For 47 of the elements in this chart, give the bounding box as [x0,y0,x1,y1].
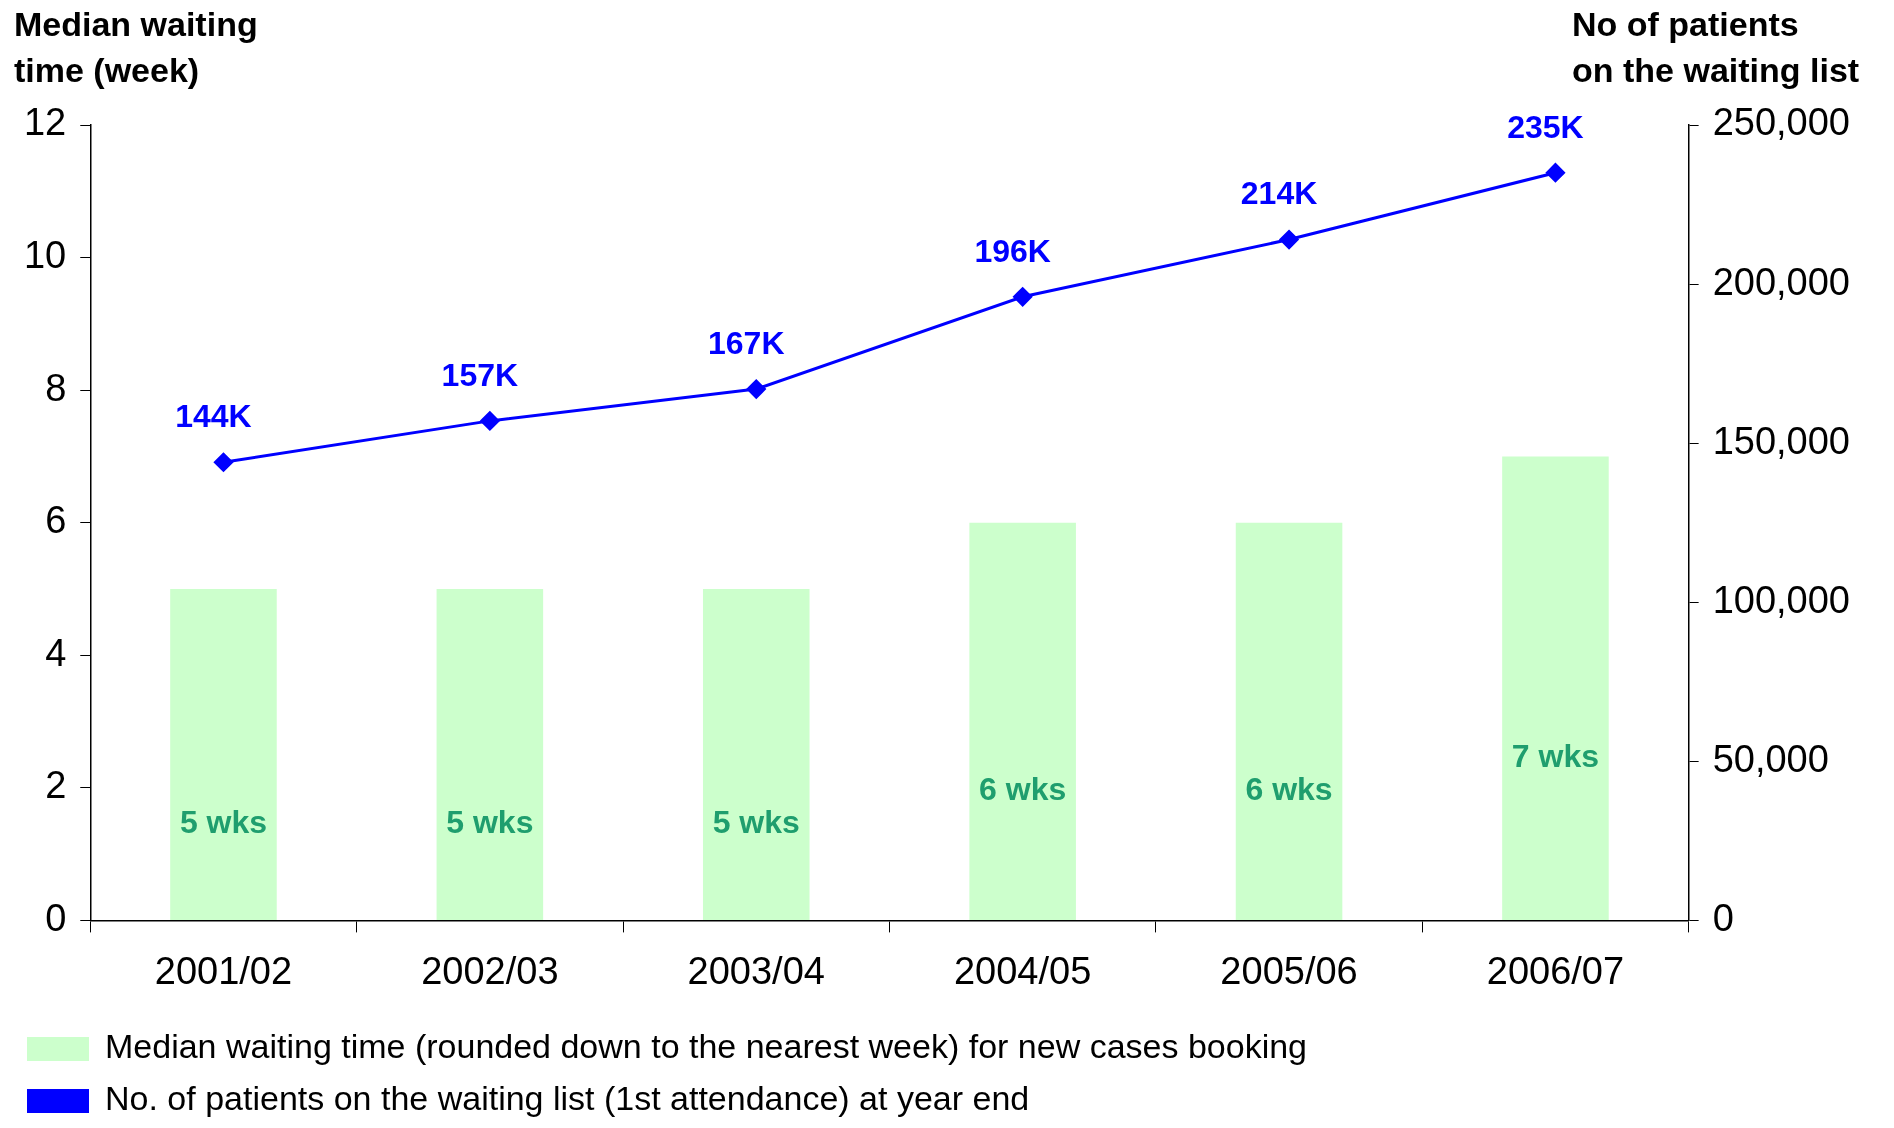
point [746,379,766,399]
y-tick-label: 8 [45,366,67,409]
y-tick-label: 6 [45,499,67,542]
data-label: 214K [1240,175,1318,212]
data-label: 5 wks [179,804,268,841]
data-label: 6 wks [1245,771,1333,808]
point [1279,230,1299,250]
x-tick-label: 2003/04 [687,949,825,992]
y2-tick-label: 200,000 [1712,260,1851,303]
y-tick-label: 0 [45,896,67,939]
x-tick-label: 2002/03 [421,949,559,992]
legend-label: No. of patients on the waiting list (1st attendance) at year end [105,1079,1030,1118]
y2-tick-label: 250,000 [1712,101,1851,144]
data-label: 7 wks [1511,737,1600,774]
data-label: 196K [974,232,1051,269]
legend-label: Median waiting time (rounded down to the nearest week) for new cases booking [105,1027,1308,1066]
data-label: 144K [175,398,252,435]
x-tick-label: 2005/06 [1220,949,1358,992]
data-label: 235K [1507,108,1584,145]
bar [170,588,277,920]
point [213,452,233,472]
point [1013,287,1033,307]
bar [969,522,1076,920]
x-tick-label: 2001/02 [154,949,293,992]
bar [702,588,810,920]
y2-tick-label: 0 [1712,896,1734,939]
y2-axis-title: No of patients on the waiting list [1572,5,1860,90]
data-label: 6 wks [979,771,1067,808]
y-tick-label: 4 [45,631,67,674]
y2-tick-label: 150,000 [1712,419,1851,462]
y-tick-label: 12 [23,101,67,144]
y-axis-title: Median waiting time (week) [14,5,258,90]
data-label: 157K [441,356,519,393]
point [480,411,500,431]
y2-tick-label: 100,000 [1712,578,1851,621]
data-label: 5 wks [712,804,800,841]
y2-tick-label: 50,000 [1712,737,1829,780]
x-tick-label: 2006/07 [1486,949,1625,992]
y-tick-label: 10 [23,234,67,277]
data-label: 167K [708,324,785,361]
point [1545,163,1565,183]
bar [436,588,544,920]
bar [1235,522,1343,920]
y-tick-label: 2 [45,764,67,807]
x-tick-label: 2004/05 [953,949,1092,992]
bar [1502,456,1609,920]
data-label: 5 wks [446,804,534,841]
